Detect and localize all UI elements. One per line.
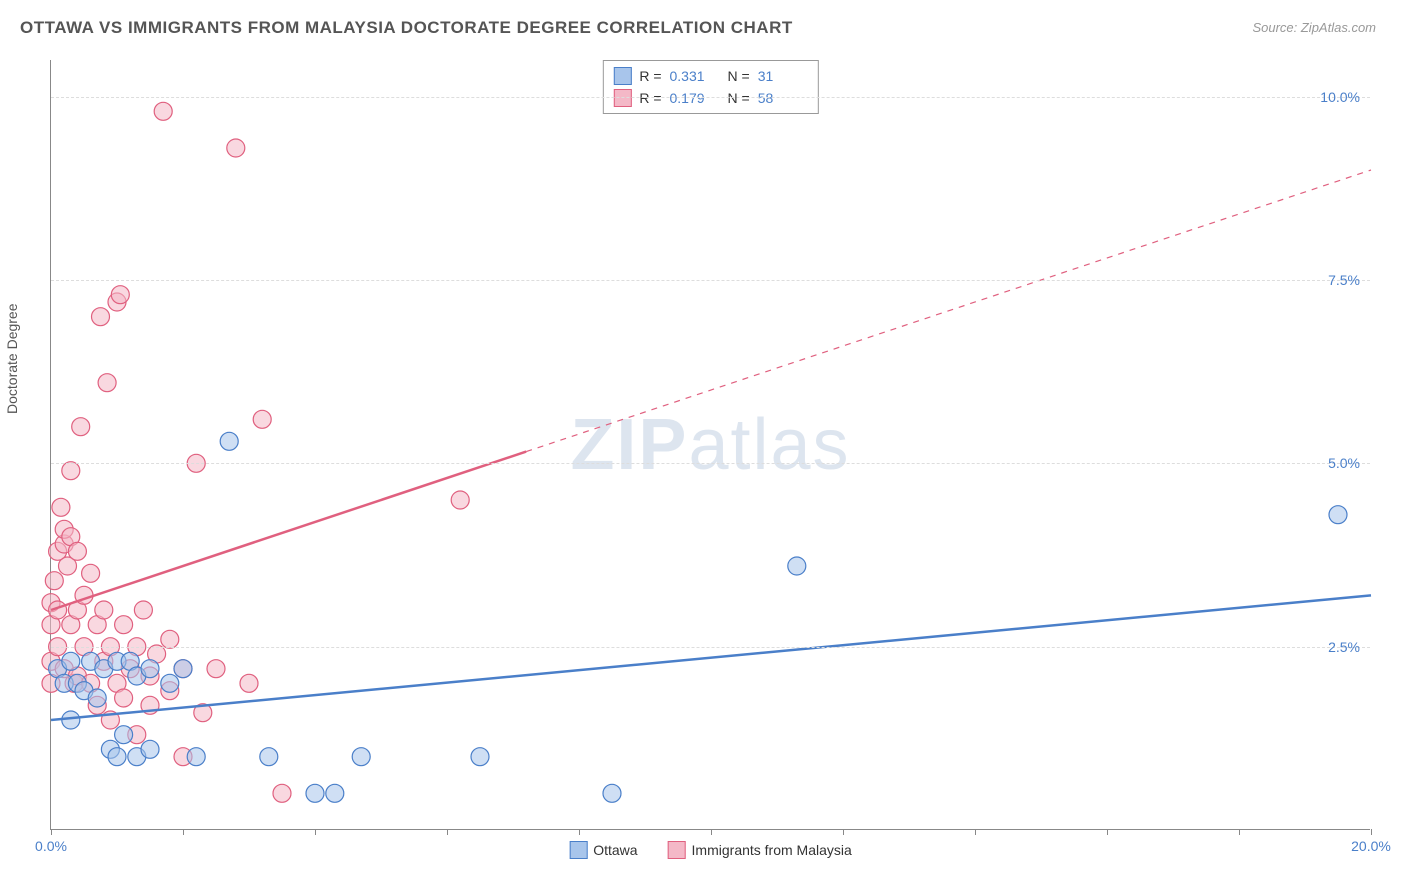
n-label: N = [728, 68, 750, 84]
trend-line [51, 452, 526, 610]
data-point [72, 418, 90, 436]
x-tick [1239, 829, 1240, 835]
data-point [154, 102, 172, 120]
swatch-malaysia [613, 89, 631, 107]
correlation-legend: R = 0.331 N = 31 R = 0.179 N = 58 [602, 60, 818, 114]
data-point [1329, 506, 1347, 524]
legend-item-ottawa: Ottawa [569, 841, 637, 859]
legend-row-malaysia: R = 0.179 N = 58 [613, 87, 807, 109]
data-point [115, 726, 133, 744]
swatch-malaysia-bottom [668, 841, 686, 859]
data-point [220, 432, 238, 450]
n-value-ottawa: 31 [758, 68, 808, 84]
x-tick [843, 829, 844, 835]
chart-title: OTTAWA VS IMMIGRANTS FROM MALAYSIA DOCTO… [20, 18, 793, 38]
data-point [52, 498, 70, 516]
data-point [788, 557, 806, 575]
gridline [51, 97, 1370, 98]
r-value-ottawa: 0.331 [670, 68, 720, 84]
x-tick [1107, 829, 1108, 835]
y-tick-label: 5.0% [1328, 455, 1360, 471]
y-tick-label: 2.5% [1328, 639, 1360, 655]
r-label: R = [639, 90, 661, 106]
data-point [352, 748, 370, 766]
x-tick-label: 20.0% [1351, 838, 1391, 854]
data-point [115, 689, 133, 707]
source-label: Source: ZipAtlas.com [1252, 20, 1376, 35]
data-point [115, 616, 133, 634]
scatter-svg [51, 60, 1370, 829]
data-point [141, 660, 159, 678]
data-point [240, 674, 258, 692]
data-point [45, 572, 63, 590]
x-tick [975, 829, 976, 835]
x-tick-label: 0.0% [35, 838, 67, 854]
data-point [92, 308, 110, 326]
x-tick [711, 829, 712, 835]
data-point [273, 784, 291, 802]
r-label: R = [639, 68, 661, 84]
data-point [62, 711, 80, 729]
data-point [134, 601, 152, 619]
data-point [108, 748, 126, 766]
data-point [187, 748, 205, 766]
r-value-malaysia: 0.179 [670, 90, 720, 106]
data-point [111, 286, 129, 304]
data-point [603, 784, 621, 802]
y-tick-label: 10.0% [1320, 89, 1360, 105]
data-point [471, 748, 489, 766]
data-point [161, 674, 179, 692]
data-point [88, 689, 106, 707]
chart-container: OTTAWA VS IMMIGRANTS FROM MALAYSIA DOCTO… [0, 0, 1406, 892]
y-tick-label: 7.5% [1328, 272, 1360, 288]
data-point [174, 660, 192, 678]
data-point [62, 462, 80, 480]
data-point [161, 630, 179, 648]
series-legend: Ottawa Immigrants from Malaysia [569, 841, 852, 859]
data-point [82, 564, 100, 582]
x-tick [183, 829, 184, 835]
data-point [141, 740, 159, 758]
gridline [51, 280, 1370, 281]
plot-area: ZIPatlas R = 0.331 N = 31 R = 0.179 N = … [50, 60, 1370, 830]
legend-row-ottawa: R = 0.331 N = 31 [613, 65, 807, 87]
n-value-malaysia: 58 [758, 90, 808, 106]
y-axis-label: Doctorate Degree [4, 303, 20, 414]
trend-line [51, 595, 1371, 720]
trend-line-dashed [526, 170, 1371, 452]
data-point [207, 660, 225, 678]
x-tick [579, 829, 580, 835]
n-label: N = [728, 90, 750, 106]
data-point [451, 491, 469, 509]
data-point [98, 374, 116, 392]
data-point [260, 748, 278, 766]
data-point [326, 784, 344, 802]
x-tick [51, 829, 52, 835]
swatch-ottawa [613, 67, 631, 85]
legend-label-malaysia: Immigrants from Malaysia [692, 842, 852, 858]
data-point [62, 652, 80, 670]
swatch-ottawa-bottom [569, 841, 587, 859]
x-tick [1371, 829, 1372, 835]
data-point [68, 542, 86, 560]
legend-item-malaysia: Immigrants from Malaysia [668, 841, 852, 859]
data-point [306, 784, 324, 802]
x-tick [447, 829, 448, 835]
data-point [227, 139, 245, 157]
data-point [253, 410, 271, 428]
legend-label-ottawa: Ottawa [593, 842, 637, 858]
gridline [51, 463, 1370, 464]
x-tick [315, 829, 316, 835]
data-point [95, 601, 113, 619]
gridline [51, 647, 1370, 648]
